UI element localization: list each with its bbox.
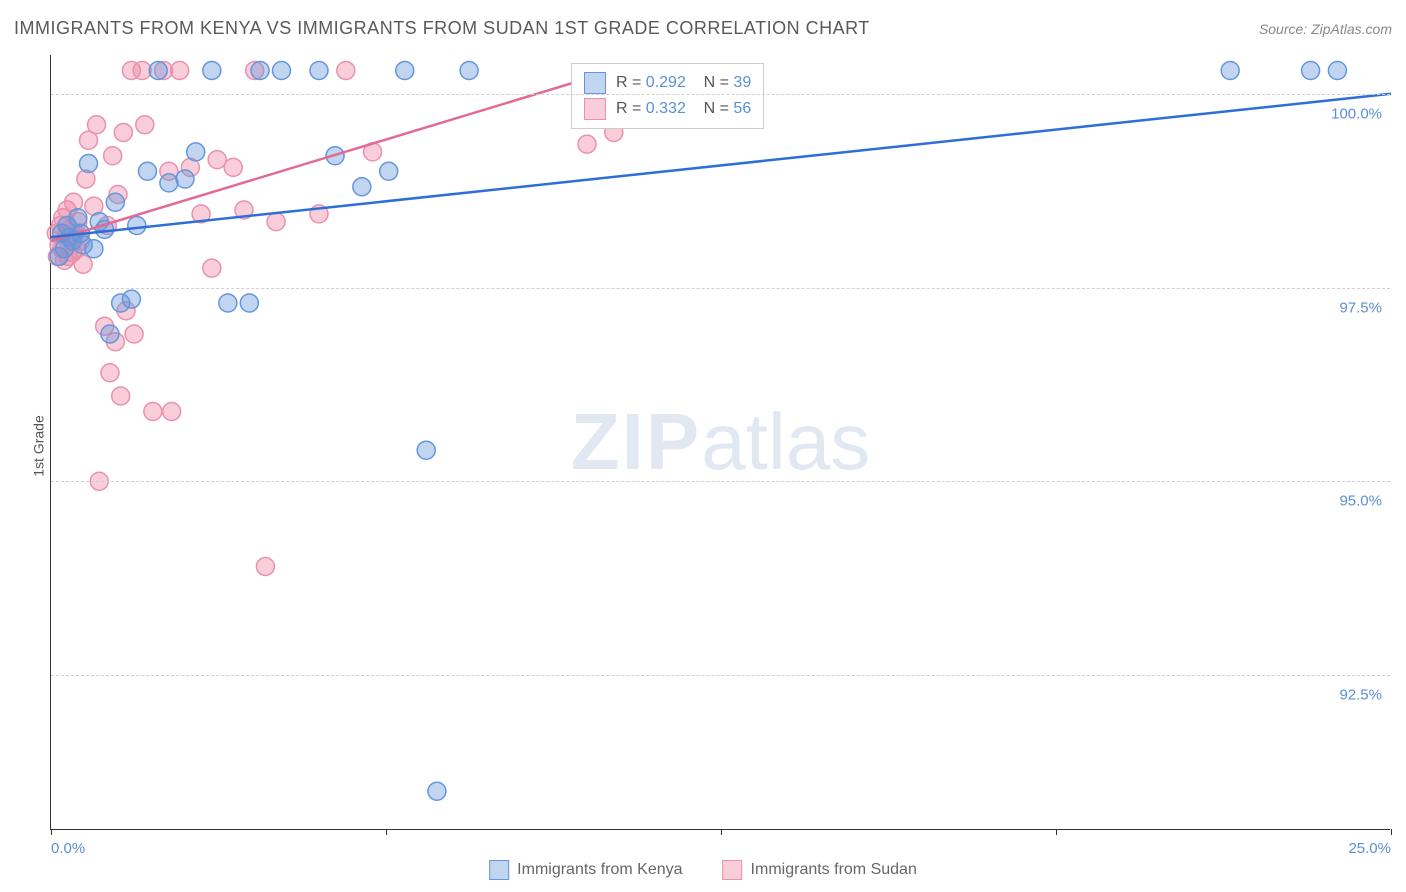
data-point bbox=[460, 62, 478, 80]
data-point bbox=[112, 387, 130, 405]
legend-label: Immigrants from Sudan bbox=[751, 861, 917, 879]
data-point bbox=[114, 124, 132, 142]
data-point bbox=[80, 155, 98, 173]
legend-swatch bbox=[723, 860, 743, 880]
correlation-text: R = 0.292 N = 39 bbox=[616, 74, 751, 92]
data-point bbox=[101, 364, 119, 382]
data-point bbox=[88, 116, 106, 134]
data-point bbox=[128, 217, 146, 235]
data-point bbox=[171, 62, 189, 80]
chart-source: Source: ZipAtlas.com bbox=[1259, 21, 1392, 37]
y-tick-label: 92.5% bbox=[1339, 687, 1382, 704]
legend-label: Immigrants from Kenya bbox=[517, 861, 682, 879]
data-point bbox=[138, 162, 156, 180]
y-axis-label: 1st Grade bbox=[31, 415, 47, 476]
data-point bbox=[240, 294, 258, 312]
data-point bbox=[251, 62, 269, 80]
correlation-legend: R = 0.292 N = 39 R = 0.332 N = 56 bbox=[571, 63, 764, 129]
data-point bbox=[144, 403, 162, 421]
legend-swatch bbox=[584, 72, 606, 94]
data-point bbox=[417, 441, 435, 459]
data-point bbox=[208, 151, 226, 169]
data-point bbox=[1221, 62, 1239, 80]
data-point bbox=[428, 782, 446, 800]
data-point bbox=[122, 290, 140, 308]
x-tick bbox=[721, 829, 722, 835]
gridline bbox=[51, 288, 1390, 289]
data-point bbox=[1328, 62, 1346, 80]
legend-swatch bbox=[584, 98, 606, 120]
data-point bbox=[101, 325, 119, 343]
data-point bbox=[396, 62, 414, 80]
x-tick-label: 25.0% bbox=[1348, 840, 1391, 857]
plot-area: ZIPatlas R = 0.292 N = 39R = 0.332 N = 5… bbox=[50, 55, 1390, 830]
data-point bbox=[380, 162, 398, 180]
bottom-legend: Immigrants from Kenya Immigrants from Sud… bbox=[489, 860, 917, 880]
data-point bbox=[203, 62, 221, 80]
data-point bbox=[160, 174, 178, 192]
data-point bbox=[125, 325, 143, 343]
data-point bbox=[74, 255, 92, 273]
correlation-row: R = 0.292 N = 39 bbox=[584, 70, 751, 96]
chart-title: IMMIGRANTS FROM KENYA VS IMMIGRANTS FROM… bbox=[14, 18, 870, 39]
chart-svg bbox=[51, 55, 1390, 829]
data-point bbox=[163, 403, 181, 421]
legend-item: Immigrants from Sudan bbox=[723, 860, 917, 880]
x-tick-label: 0.0% bbox=[51, 840, 85, 857]
x-tick bbox=[1056, 829, 1057, 835]
data-point bbox=[187, 143, 205, 161]
data-point bbox=[85, 240, 103, 258]
data-point bbox=[224, 158, 242, 176]
x-tick bbox=[51, 829, 52, 835]
gridline bbox=[51, 94, 1390, 95]
data-point bbox=[578, 135, 596, 153]
correlation-row: R = 0.332 N = 56 bbox=[584, 96, 751, 122]
x-tick bbox=[386, 829, 387, 835]
y-tick-label: 95.0% bbox=[1339, 493, 1382, 510]
correlation-text: R = 0.332 N = 56 bbox=[616, 100, 751, 118]
data-point bbox=[176, 170, 194, 188]
data-point bbox=[104, 147, 122, 165]
data-point bbox=[1302, 62, 1320, 80]
data-point bbox=[256, 558, 274, 576]
data-point bbox=[267, 213, 285, 231]
y-tick-label: 97.5% bbox=[1339, 299, 1382, 316]
data-point bbox=[353, 178, 371, 196]
trend-line bbox=[51, 71, 614, 242]
legend-item: Immigrants from Kenya bbox=[489, 860, 682, 880]
data-point bbox=[203, 259, 221, 277]
x-tick bbox=[1391, 829, 1392, 835]
gridline bbox=[51, 675, 1390, 676]
data-point bbox=[337, 62, 355, 80]
data-point bbox=[219, 294, 237, 312]
legend-swatch bbox=[489, 860, 509, 880]
data-point bbox=[310, 62, 328, 80]
y-tick-label: 100.0% bbox=[1331, 105, 1382, 122]
data-point bbox=[272, 62, 290, 80]
data-point bbox=[133, 62, 151, 80]
data-point bbox=[106, 193, 124, 211]
chart-header: IMMIGRANTS FROM KENYA VS IMMIGRANTS FROM… bbox=[14, 18, 1392, 39]
gridline bbox=[51, 481, 1390, 482]
data-point bbox=[136, 116, 154, 134]
data-point bbox=[149, 62, 167, 80]
